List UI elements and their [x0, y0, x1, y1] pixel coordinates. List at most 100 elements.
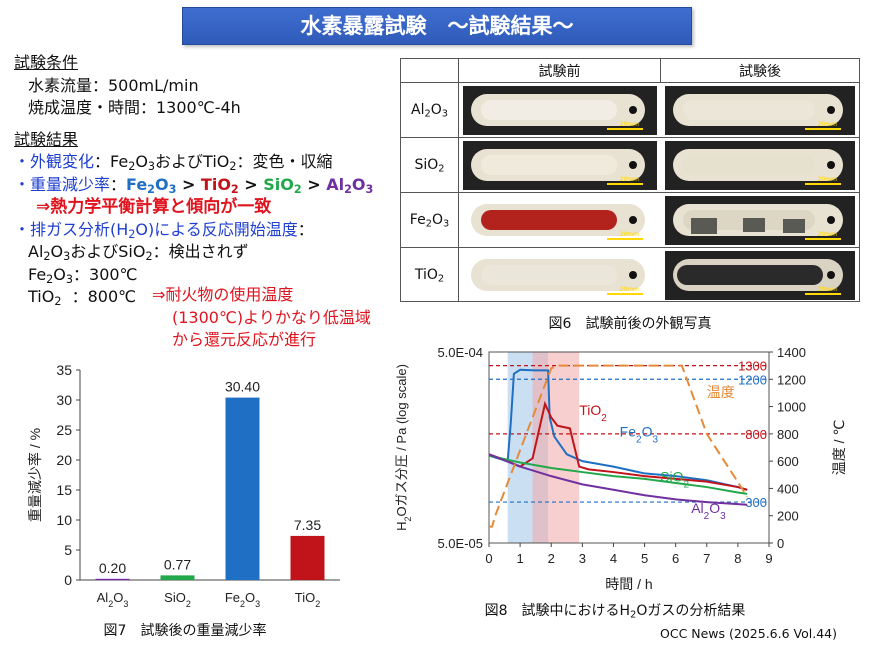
gas-colon: ：: [297, 219, 314, 239]
appearance-line: ・外観変化：Fe2O3およびTiO2：変色・収縮: [14, 152, 333, 173]
scale-label: 20mm: [619, 231, 639, 238]
x-tick-label: 4: [610, 551, 617, 566]
y-right-tick-label: 800: [777, 427, 799, 442]
flow-rate: 水素流量：500mL/min: [28, 75, 199, 95]
order-al2o3: Al2O3: [326, 174, 374, 196]
scale-label: 20mm: [817, 231, 837, 238]
y-left-axis-label: H2Oガス分圧 / Pa (log scale): [394, 364, 413, 531]
x-tick-label: 3: [579, 551, 586, 566]
row-label-tio2: TiO2: [401, 248, 459, 302]
y-right-tick-label: 400: [777, 481, 799, 496]
note-line-3: から還元反応が進行: [172, 330, 317, 349]
scale-label: 20mm: [817, 121, 837, 128]
al-si-tail: およびSiO: [70, 242, 146, 261]
series-label-tio2: TiO2: [579, 402, 607, 424]
data-label: 0.77: [164, 556, 191, 572]
y-right-tick-label: 0: [777, 536, 784, 551]
y-axis-label: 重量減少率 / %: [27, 428, 43, 522]
photo-row-tio2: TiO2 20mm 20mm: [401, 248, 859, 302]
appearance-text-mid: およびTiO: [155, 152, 230, 171]
note-line-2: (1300℃)よりかなり低温域: [172, 307, 371, 327]
scale-label: 20mm: [817, 176, 837, 183]
text-panel: 試験条件 水素流量：500mL/min 焼成温度・時間：1300℃-4h 試験結…: [14, 52, 394, 309]
x-tick-label: 7: [703, 551, 710, 566]
ref-label-1200: 1200: [738, 372, 767, 387]
photo-al2o3-before: 20mm: [463, 86, 657, 135]
gas-label-a: ・排ガス分析(H: [14, 219, 129, 239]
corner-cell: [401, 59, 459, 82]
reaction-band: [532, 352, 580, 543]
reaction-note: ⇒耐火物の使用温度 (1300℃)よりかなり低温域 から還元反応が進行: [152, 284, 371, 352]
x-tick-label: 5: [641, 551, 648, 566]
series-al2o3: [488, 453, 748, 506]
page-title: 水素暴露試験 ～試験結果～: [182, 7, 692, 45]
weight-label: ・重量減少率: [14, 174, 111, 194]
y-right-axis-label: 温度 / ℃: [831, 420, 847, 475]
firing-condition: 焼成温度・時間：1300℃-4h: [28, 98, 241, 117]
x-tick-label: 8: [734, 551, 741, 566]
fig7-caption: 図7 試験後の重量減少率: [103, 623, 267, 639]
order-tio2: TiO2: [200, 174, 239, 196]
ref-label-1300: 1300: [738, 359, 767, 374]
weight-loss-line: ・重量減少率：Fe2O3 > TiO2 > SiO2 > Al2O3: [14, 174, 394, 197]
x-tick-label: TiO2: [295, 590, 320, 609]
series-温度: [489, 364, 749, 528]
al-si-o: O: [50, 242, 64, 261]
x-axis-label: 時間 / h: [605, 576, 652, 592]
photo-tio2-before: 20mm: [463, 251, 657, 300]
data-label: 7.35: [294, 517, 321, 533]
row-label-sio2: SiO2: [401, 138, 459, 192]
fig8-caption: 図8 試験中におけるH2Oガスの分析結果: [484, 603, 746, 621]
photo-row-fe2o3: Fe2O3 20mm 20mm: [401, 193, 859, 248]
gas-analysis-line: ・排ガス分析(H2O)による反応開始温度：: [14, 219, 394, 242]
fig8-caption-pre: 図8 試験中におけるH: [484, 603, 631, 619]
series-label-sio2: SiO2: [660, 469, 689, 491]
scale-label: 20mm: [817, 286, 837, 293]
weight-colon: ：: [110, 174, 127, 194]
weight-loss-bar-chart: 0 5 10 15 20 25 30 35 重量減少率 / % 0.20 Al2O3 0.77 SiO2…: [27, 362, 340, 609]
photo-al2o3-after: 20mm: [665, 86, 855, 135]
row-label-al2o3: Al2O3: [401, 83, 459, 137]
fig6-caption: 図6 試験前後の外観写真: [548, 316, 712, 332]
y-tick-label: 30: [56, 392, 72, 408]
scale-label: 20mm: [619, 286, 639, 293]
x-tick-label: 2: [548, 551, 555, 566]
results-heading: 試験結果: [14, 129, 79, 149]
order-fe2o3: Fe2O3: [126, 174, 177, 196]
ti-temp: ：800℃: [71, 287, 137, 306]
bar-tio2: [290, 535, 325, 580]
x-tick-label: SiO2: [164, 590, 191, 609]
series-label-fe2o3: Fe2O3: [620, 424, 659, 446]
photo-table-header: 試験前 試験後: [401, 59, 859, 83]
x-tick-label: 1: [516, 551, 523, 566]
photo-fe2o3-before: 20mm: [463, 196, 657, 245]
bar-sio2: [160, 575, 195, 580]
gt-2: >: [238, 174, 264, 194]
plot-frame: [488, 351, 770, 544]
series-fe2o3: [488, 368, 748, 491]
series-tio2: [488, 400, 748, 491]
appearance-text-pre: ：Fe: [94, 152, 129, 171]
photo-fe2o3-after: 20mm: [665, 196, 855, 245]
appearance-label: ・外観変化: [14, 152, 95, 171]
series-label-al2o3: Al2O3: [691, 500, 726, 522]
fe-result: Fe2O3：300℃: [28, 264, 138, 286]
x-tick-label: Fe2O3: [225, 590, 260, 609]
y-right-tick-label: 1200: [777, 372, 806, 387]
scale-label: 20mm: [619, 176, 639, 183]
y-tick-label: 5: [64, 542, 72, 558]
y-tick-label: 25: [56, 422, 72, 438]
bar-fe2o3: [225, 397, 260, 580]
data-label: 0.20: [99, 560, 126, 576]
photo-sio2-before: 20mm: [463, 141, 657, 190]
y-right-tick-label: 1000: [777, 400, 806, 415]
al-si-result: Al2O3およびSiO2：検出されず: [28, 242, 249, 263]
photo-row-al2o3: Al2O3 20mm 20mm: [401, 83, 859, 138]
x-tick-label: 9: [765, 551, 772, 566]
col-before: 試験前: [459, 59, 661, 82]
y-left-tick-label: 5.0E-04: [437, 345, 483, 360]
appearance-text-post: ：変色・収縮: [236, 152, 333, 171]
al-si-end: ：検出されず: [152, 242, 249, 261]
fe-temp: ：300℃: [73, 264, 138, 284]
